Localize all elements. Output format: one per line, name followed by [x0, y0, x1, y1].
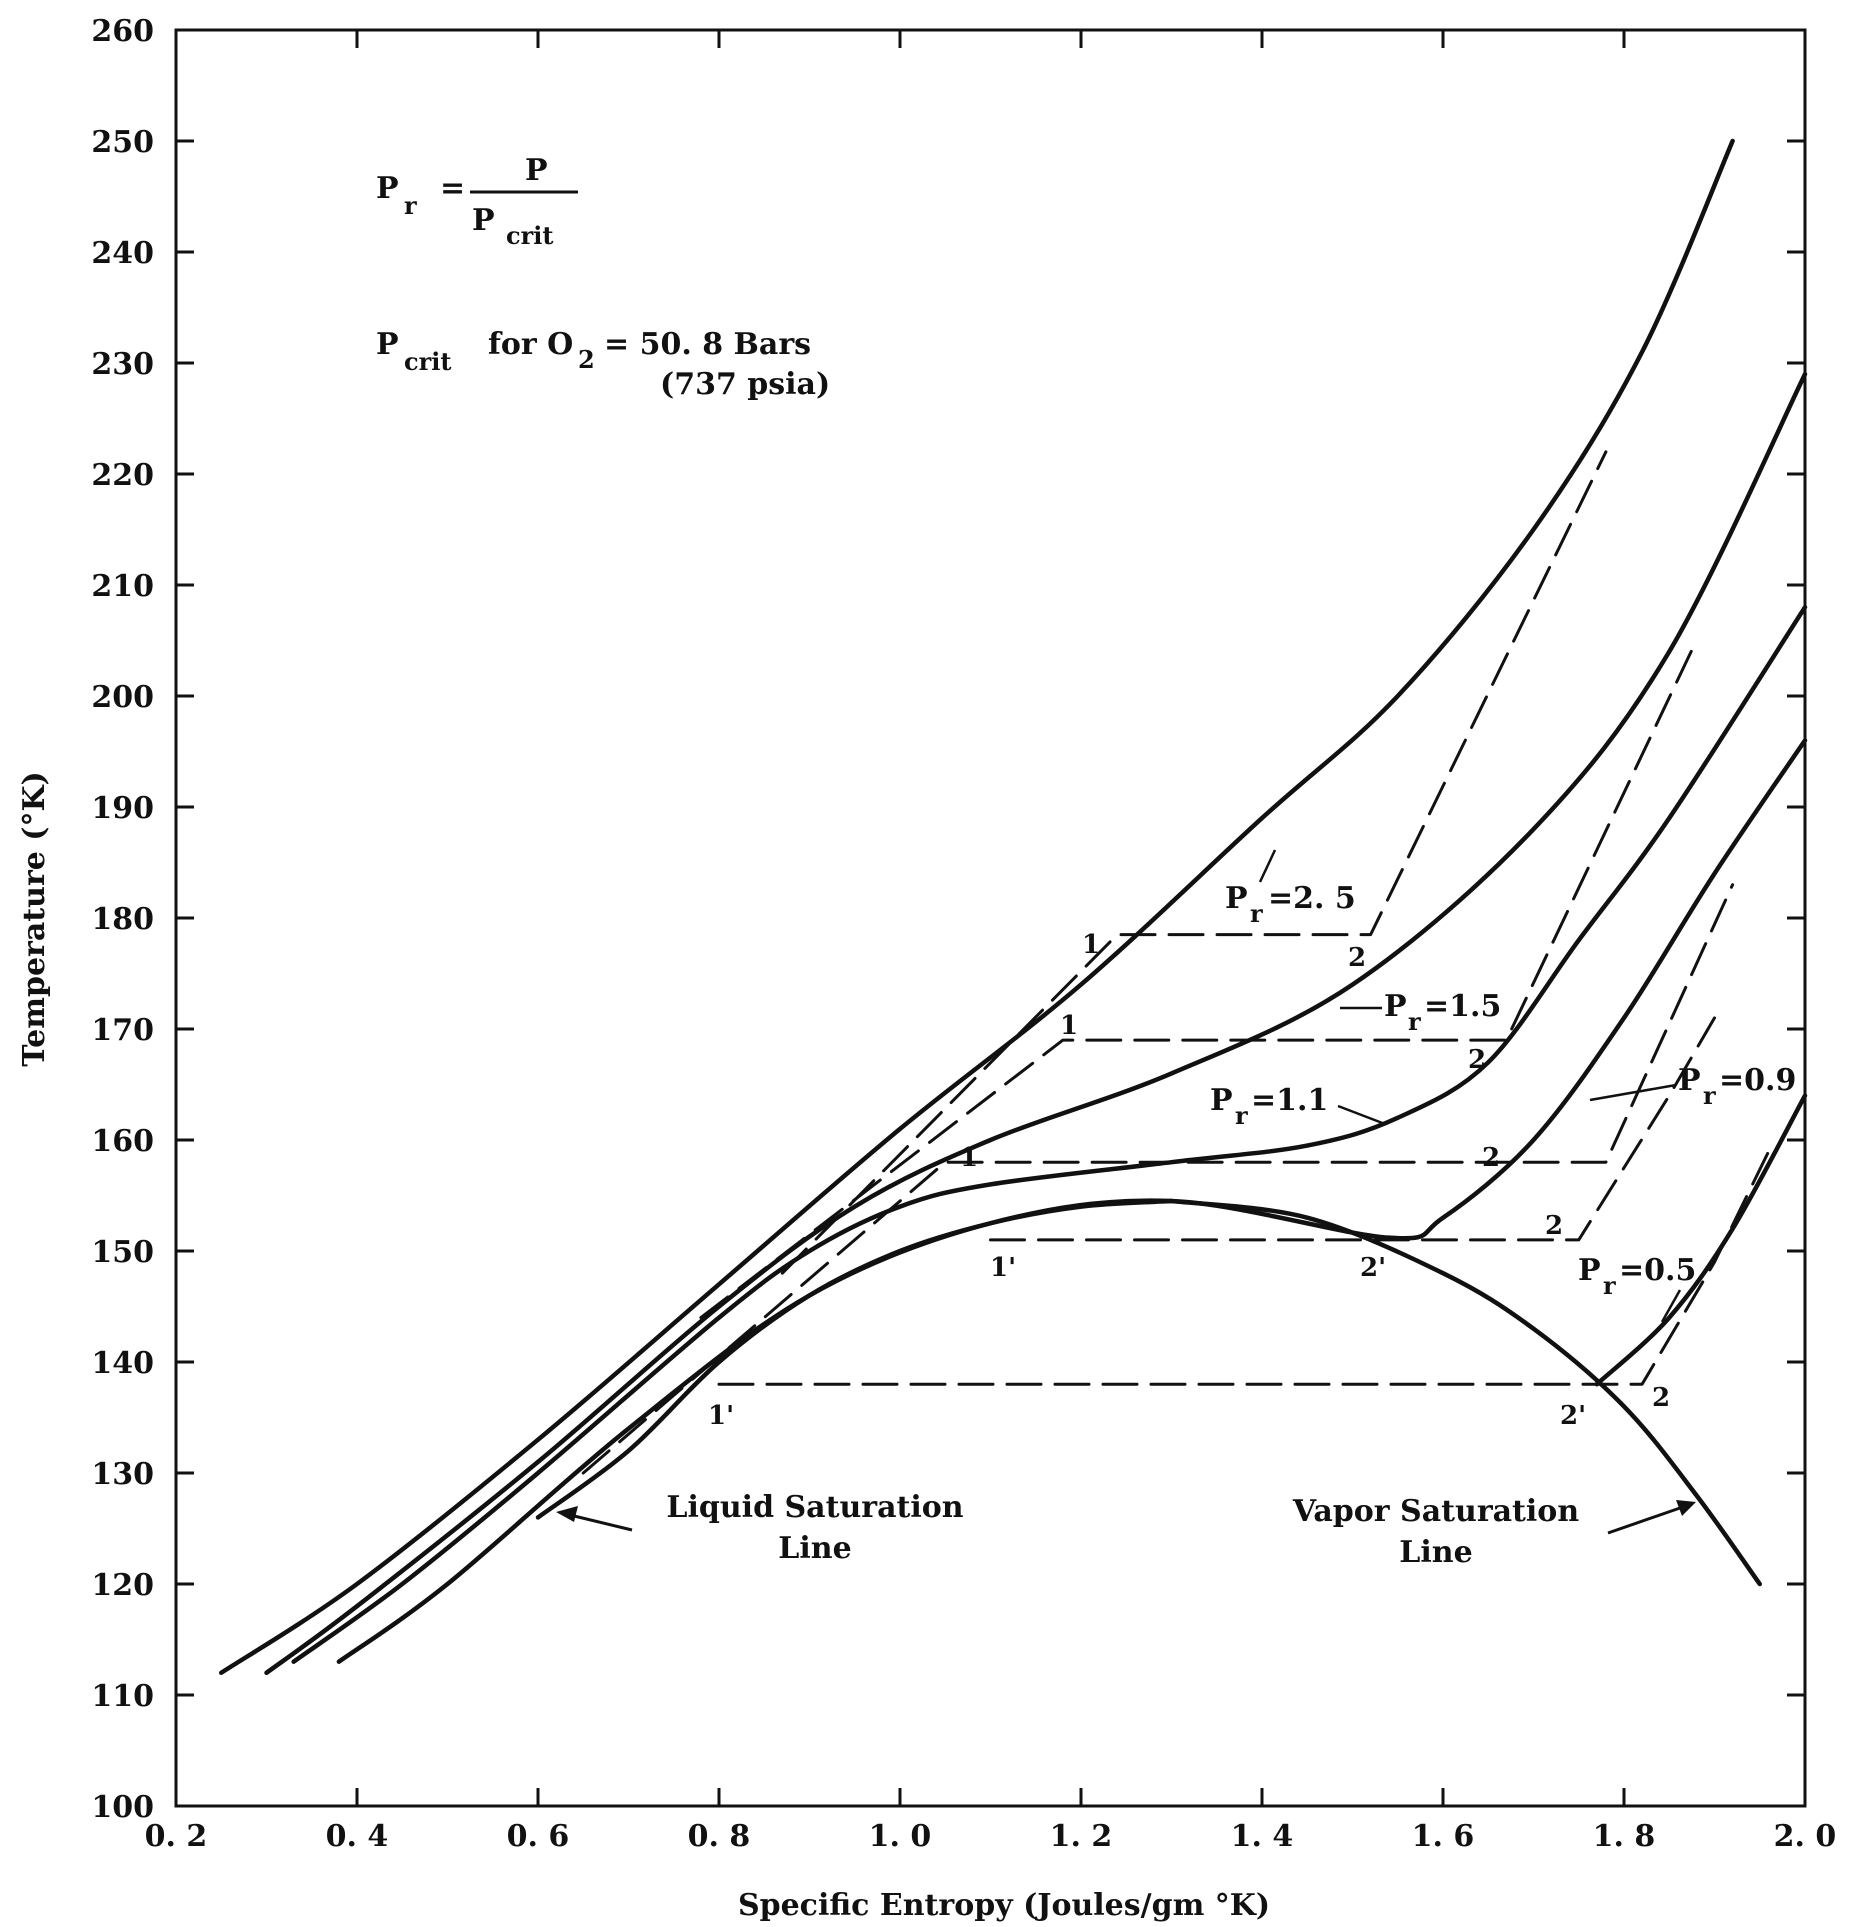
curves-layer [219, 138, 1808, 1676]
pr-label-0-5: P r =0.5 [1578, 1253, 1696, 1323]
svg-text:=2. 5: =2. 5 [1268, 881, 1356, 916]
y-tick-label: 130 [91, 1457, 154, 1492]
svg-text:Vapor Saturation: Vapor Saturation [1292, 1494, 1579, 1529]
liquid-saturation-label: Liquid Saturation Line [556, 1490, 964, 1566]
svg-text:r: r [1703, 1081, 1716, 1110]
x-tick-label: 2. 0 [1774, 1819, 1837, 1854]
svg-text:P: P [1578, 1253, 1601, 1288]
y-tick-label: 220 [91, 458, 154, 493]
point-label-2p-pr09: 2' [1360, 1253, 1386, 1283]
y-tick-label: 110 [91, 1679, 154, 1714]
point-label-2p-pr05: 2' [1560, 1401, 1586, 1431]
y-tick-label: 120 [91, 1568, 154, 1603]
axis-ticks: 0. 2 0. 4 0. 6 0. 8 1. 0 1. 2 1. 4 1. 6 1. 8 2. 0… [91, 14, 1836, 1854]
y-tick-label: 250 [91, 125, 154, 160]
y-tick-label: 140 [91, 1346, 154, 1381]
svg-text:P: P [1210, 1083, 1233, 1118]
point-label-2-pr25: 2 [1348, 943, 1366, 973]
x-tick-label: 1. 2 [1050, 1819, 1113, 1854]
series-line-1 [264, 371, 1808, 1676]
svg-text:crit: crit [506, 221, 553, 250]
y-tick-label: 210 [91, 569, 154, 604]
pr-formula: P r = P P crit [376, 153, 578, 250]
pr-label-1-1: P r =1.1 [1210, 1083, 1386, 1130]
pr-label-2-5: P r =2. 5 [1225, 849, 1356, 928]
vapor-saturation-label: Vapor Saturation Line [1292, 1494, 1696, 1570]
svg-text:(737 psia): (737 psia) [660, 367, 830, 402]
svg-text:Line: Line [1399, 1535, 1472, 1570]
svg-text:P: P [1225, 881, 1248, 916]
series-line-4 [1594, 1093, 1808, 1387]
y-tick-label: 240 [91, 236, 154, 271]
svg-text:r: r [1408, 1007, 1421, 1036]
series-line-8 [699, 639, 1698, 1320]
y-tick-label: 260 [91, 14, 154, 49]
svg-text:=1.1: =1.1 [1251, 1083, 1328, 1118]
y-tick-label: 170 [91, 1013, 154, 1048]
point-label-2-pr09: 2 [1545, 1211, 1563, 1241]
y-tick-label: 180 [91, 902, 154, 937]
svg-text:P: P [472, 203, 495, 238]
x-tick-label: 0. 2 [145, 1819, 208, 1854]
point-label-2-pr11: 2 [1482, 1143, 1500, 1173]
series-line-5 [535, 1198, 1174, 1520]
pr-label-0-9: P r =0.9 [1589, 1063, 1796, 1110]
y-axis-title: Temperature (°K) [17, 771, 52, 1067]
point-label-1-pr11: 1 [960, 1143, 978, 1173]
pcrit-note: P crit for O 2 = 50. 8 Bars (737 psia) [376, 327, 830, 402]
series-line-6 [1169, 1198, 1762, 1587]
svg-text:=0.5: =0.5 [1619, 1253, 1696, 1288]
y-tick-label: 150 [91, 1235, 154, 1270]
y-tick-label: 230 [91, 347, 154, 382]
x-tick-label: 1. 6 [1412, 1819, 1475, 1854]
svg-text:r: r [1603, 1271, 1616, 1300]
series-line-0 [219, 138, 1735, 1676]
x-tick-label: 0. 6 [507, 1819, 570, 1854]
point-label-1p-pr05: 1' [708, 1401, 734, 1431]
y-tick-label: 190 [91, 791, 154, 826]
svg-text:= 50. 8 Bars: = 50. 8 Bars [604, 327, 811, 362]
svg-text:r: r [1250, 899, 1263, 928]
y-tick-label: 100 [91, 1790, 154, 1825]
point-label-2-pr15: 2 [1468, 1045, 1486, 1075]
x-tick-label: 1. 0 [869, 1819, 932, 1854]
series-line-7 [780, 450, 1608, 1275]
series-line-10 [989, 1016, 1716, 1242]
x-tick-label: 0. 8 [688, 1819, 751, 1854]
point-label-2-pr05: 2 [1652, 1383, 1670, 1413]
svg-text:P: P [525, 153, 548, 188]
svg-text:=0.9: =0.9 [1719, 1063, 1796, 1098]
svg-text:2: 2 [578, 345, 595, 374]
x-tick-label: 1. 8 [1593, 1819, 1656, 1854]
state-point-labels: 1 2 1 2 1 2 1' 2' 2 1' 2' 2 [708, 930, 1670, 1431]
svg-text:crit: crit [404, 347, 451, 376]
svg-text:=: = [440, 171, 465, 206]
series-line-2 [291, 604, 1808, 1664]
pr-label-1-5: P r =1.5 [1340, 989, 1501, 1036]
svg-text:for O: for O [488, 327, 573, 362]
svg-text:r: r [404, 191, 417, 220]
x-tick-label: 1. 4 [1231, 1819, 1294, 1854]
svg-text:Liquid Saturation: Liquid Saturation [666, 1490, 963, 1525]
y-tick-label: 200 [91, 680, 154, 715]
x-axis-title: Specific Entropy (Joules/gm °K) [738, 1888, 1270, 1923]
svg-text:P: P [376, 327, 399, 362]
svg-text:=1.5: =1.5 [1424, 989, 1501, 1024]
series-line-9 [581, 883, 1735, 1475]
svg-text:r: r [1235, 1101, 1248, 1130]
point-label-1-pr25: 1 [1082, 930, 1100, 960]
svg-text:P: P [1384, 989, 1407, 1024]
x-tick-label: 0. 4 [326, 1819, 389, 1854]
series-line-11 [717, 1149, 1771, 1386]
svg-text:P: P [1678, 1063, 1701, 1098]
point-label-1p-pr09: 1' [990, 1253, 1016, 1283]
point-label-1-pr15: 1 [1060, 1011, 1078, 1041]
y-tick-label: 160 [91, 1124, 154, 1159]
svg-text:P: P [376, 171, 399, 206]
svg-text:Line: Line [778, 1531, 851, 1566]
